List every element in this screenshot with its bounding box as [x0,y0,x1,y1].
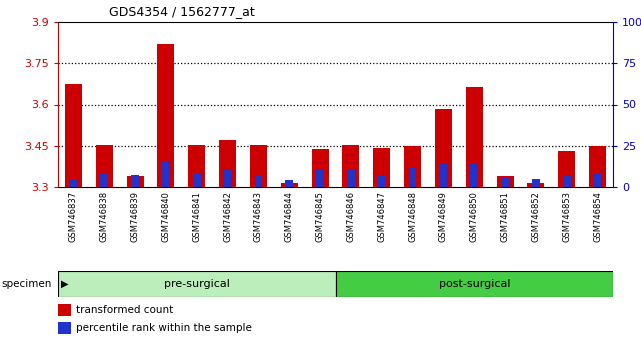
Bar [224,171,231,187]
Text: GSM746850: GSM746850 [470,191,479,242]
Text: GSM746837: GSM746837 [69,191,78,242]
Bar [281,183,297,187]
Text: GSM746839: GSM746839 [131,191,140,242]
Text: GSM746847: GSM746847 [378,191,387,242]
Text: GSM746853: GSM746853 [562,191,571,242]
Bar [589,146,606,187]
Bar [528,183,544,187]
Bar [70,179,77,187]
Text: GSM746838: GSM746838 [100,191,109,242]
Bar [594,174,601,187]
Bar [65,84,82,187]
Text: GSM746844: GSM746844 [285,191,294,242]
Text: pre-surgical: pre-surgical [164,279,229,289]
Bar [285,181,293,187]
Text: ▶: ▶ [61,279,69,289]
Text: GSM746852: GSM746852 [531,191,540,242]
Text: GSM746851: GSM746851 [501,191,510,242]
Bar [254,176,262,187]
Text: GSM746840: GSM746840 [162,191,171,242]
Text: GSM746854: GSM746854 [593,191,602,242]
Bar [58,271,335,297]
Bar [470,164,478,187]
Bar [250,145,267,187]
Bar [96,145,113,187]
Text: GSM746841: GSM746841 [192,191,201,242]
Bar [466,87,483,187]
Text: GSM746845: GSM746845 [315,191,324,242]
Bar [409,167,417,187]
Bar [316,171,324,187]
Text: GSM746846: GSM746846 [346,191,355,242]
Bar [188,145,205,187]
Text: GSM746842: GSM746842 [223,191,232,242]
Bar [58,321,71,335]
Bar [347,171,354,187]
Bar [378,176,386,187]
Bar [219,140,236,187]
Bar [497,176,513,187]
Text: GSM746843: GSM746843 [254,191,263,242]
Bar [162,162,170,187]
Text: transformed count: transformed count [76,305,174,315]
Bar [373,148,390,187]
Bar [558,151,575,187]
Text: specimen: specimen [1,279,51,289]
Bar [312,149,329,187]
Text: GSM746849: GSM746849 [439,191,448,242]
Bar [342,145,360,187]
Bar [404,146,421,187]
Bar [435,109,452,187]
Bar [193,174,201,187]
Bar [131,176,139,187]
Bar [58,303,71,316]
Text: GSM746848: GSM746848 [408,191,417,242]
Bar [532,179,540,187]
Bar [101,174,108,187]
Text: post-surgical: post-surgical [438,279,510,289]
Bar [563,176,570,187]
Bar [440,164,447,187]
Bar [127,176,144,187]
Text: GDS4354 / 1562777_at: GDS4354 / 1562777_at [109,5,255,18]
Bar [335,271,613,297]
Text: percentile rank within the sample: percentile rank within the sample [76,323,252,333]
Bar [501,177,509,187]
Bar [158,44,174,187]
